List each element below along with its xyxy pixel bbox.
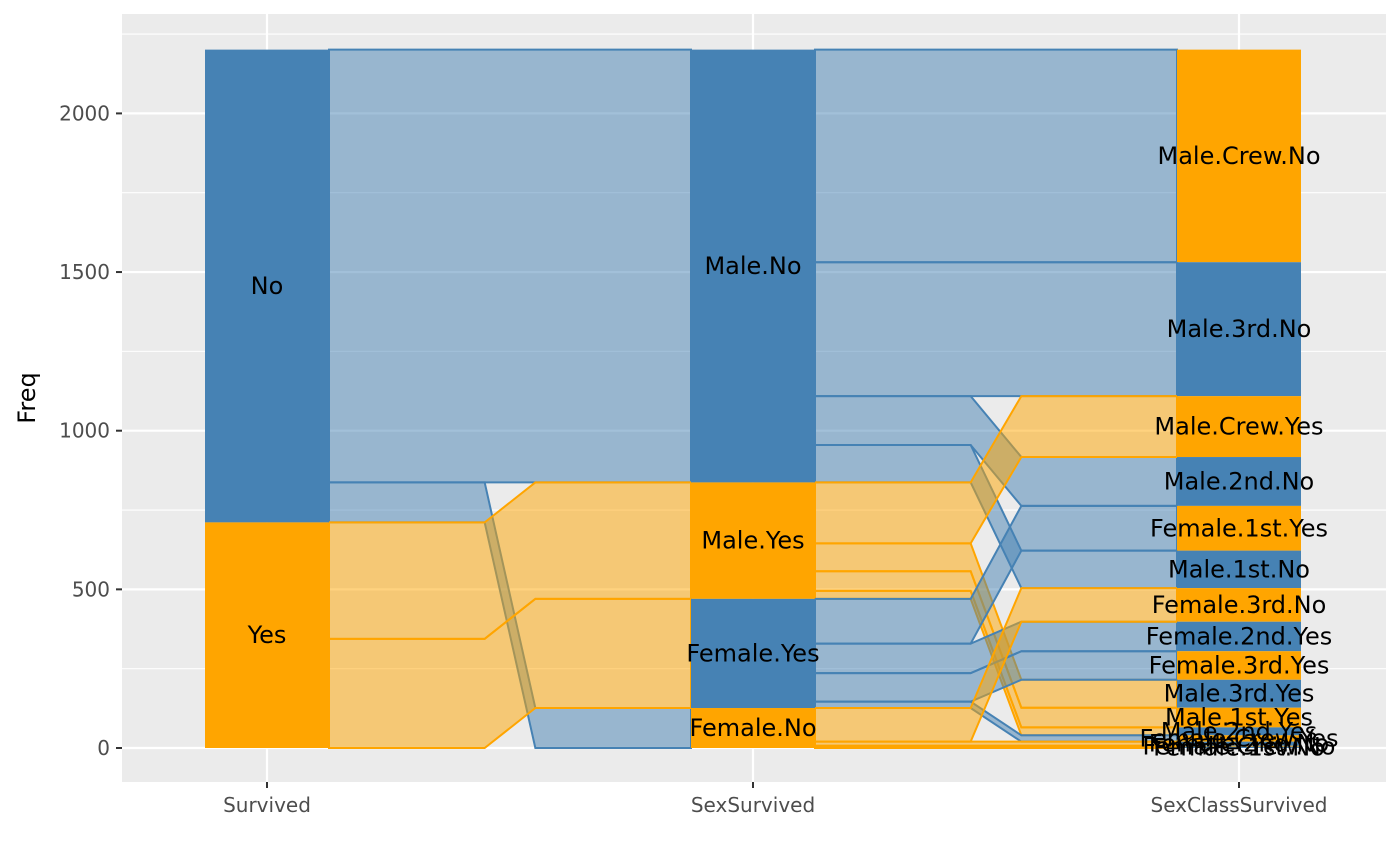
y-axis: 0 500 1000 1500 2000 — [59, 101, 122, 760]
y-tick-label: 2000 — [59, 101, 110, 125]
stratum-label: Male.Crew.No — [1157, 142, 1320, 170]
stratum-label: Female.1st.No — [1153, 733, 1325, 761]
x-tick-label: SexClassSurvived — [1151, 793, 1328, 817]
x-tick-label: SexSurvived — [691, 793, 815, 817]
stratum-label: Male.Yes — [701, 527, 804, 555]
stratum-label: Male.1st.Yes — [1165, 704, 1313, 732]
stratum-box — [1177, 679, 1301, 708]
stratum-label: Female.2nd.Yes — [1146, 622, 1333, 650]
alluvium-flow — [328, 48, 692, 484]
stratum-label: Female.2nd.No — [1149, 730, 1329, 758]
stratum-box — [1177, 505, 1301, 551]
x-axis: Survived SexSurvived SexClassSurvived — [223, 782, 1327, 817]
stratum-label: Male.1st.No — [1168, 555, 1310, 583]
stratum-label: Male.3rd.Yes — [1164, 680, 1315, 708]
y-tick-label: 1500 — [59, 260, 110, 284]
stratum-box — [1177, 262, 1301, 397]
stratum-box — [1177, 727, 1301, 736]
stratum-box — [1177, 588, 1301, 622]
stratum-box — [691, 49, 815, 483]
stratum-label: Male.No — [704, 252, 801, 280]
strata-boxes — [205, 49, 1301, 748]
stratum-labels: No Yes Male.No Male.Yes Female.Yes Female.No M… — [247, 142, 1339, 761]
stratum-box — [1177, 457, 1301, 506]
stratum-label: Female.3rd.Yes — [1149, 652, 1330, 680]
stratum-box — [1177, 745, 1301, 747]
stratum-box — [691, 598, 815, 709]
stratum-label: Male.2nd.Yes — [1161, 717, 1318, 745]
stratum-box — [1177, 651, 1301, 680]
y-tick-label: 0 — [97, 736, 110, 760]
stratum-box — [691, 482, 815, 599]
y-axis-title: Freq — [13, 372, 41, 423]
alluvium-flow — [814, 745, 1178, 749]
stratum-label: Female.No — [689, 714, 816, 742]
alluvial-flows — [328, 48, 1178, 749]
stratum-box — [1177, 396, 1301, 458]
y-tick-label: 500 — [72, 577, 110, 601]
stratum-label: Male.3rd.No — [1167, 315, 1312, 343]
stratum-label: Yes — [247, 621, 287, 649]
stratum-box — [1177, 746, 1301, 748]
stratum-box — [205, 49, 329, 523]
stratum-box — [1177, 621, 1301, 652]
stratum-box — [691, 708, 815, 748]
x-tick-label: Survived — [223, 793, 311, 817]
stratum-box — [1177, 741, 1301, 746]
stratum-label: Female.Crew.No — [1143, 732, 1336, 760]
stratum-label: Female.Yes — [686, 639, 819, 667]
stratum-box — [1177, 49, 1301, 263]
stratum-box — [1177, 735, 1301, 742]
y-tick-label: 1000 — [59, 419, 110, 443]
stratum-box — [205, 522, 329, 748]
stratum-box — [1177, 707, 1301, 728]
stratum-label: Male.2nd.No — [1164, 467, 1314, 495]
stratum-label: Female.Crew.Yes — [1139, 724, 1338, 752]
stratum-label: Male.Crew.Yes — [1154, 413, 1323, 441]
stratum-label: Female.1st.Yes — [1150, 514, 1328, 542]
alluvium-flow — [814, 261, 1178, 398]
alluvium-flow — [814, 48, 1178, 264]
stratum-box — [1177, 550, 1301, 589]
stratum-label: No — [251, 272, 284, 300]
stratum-label: Female.3rd.No — [1152, 591, 1327, 619]
